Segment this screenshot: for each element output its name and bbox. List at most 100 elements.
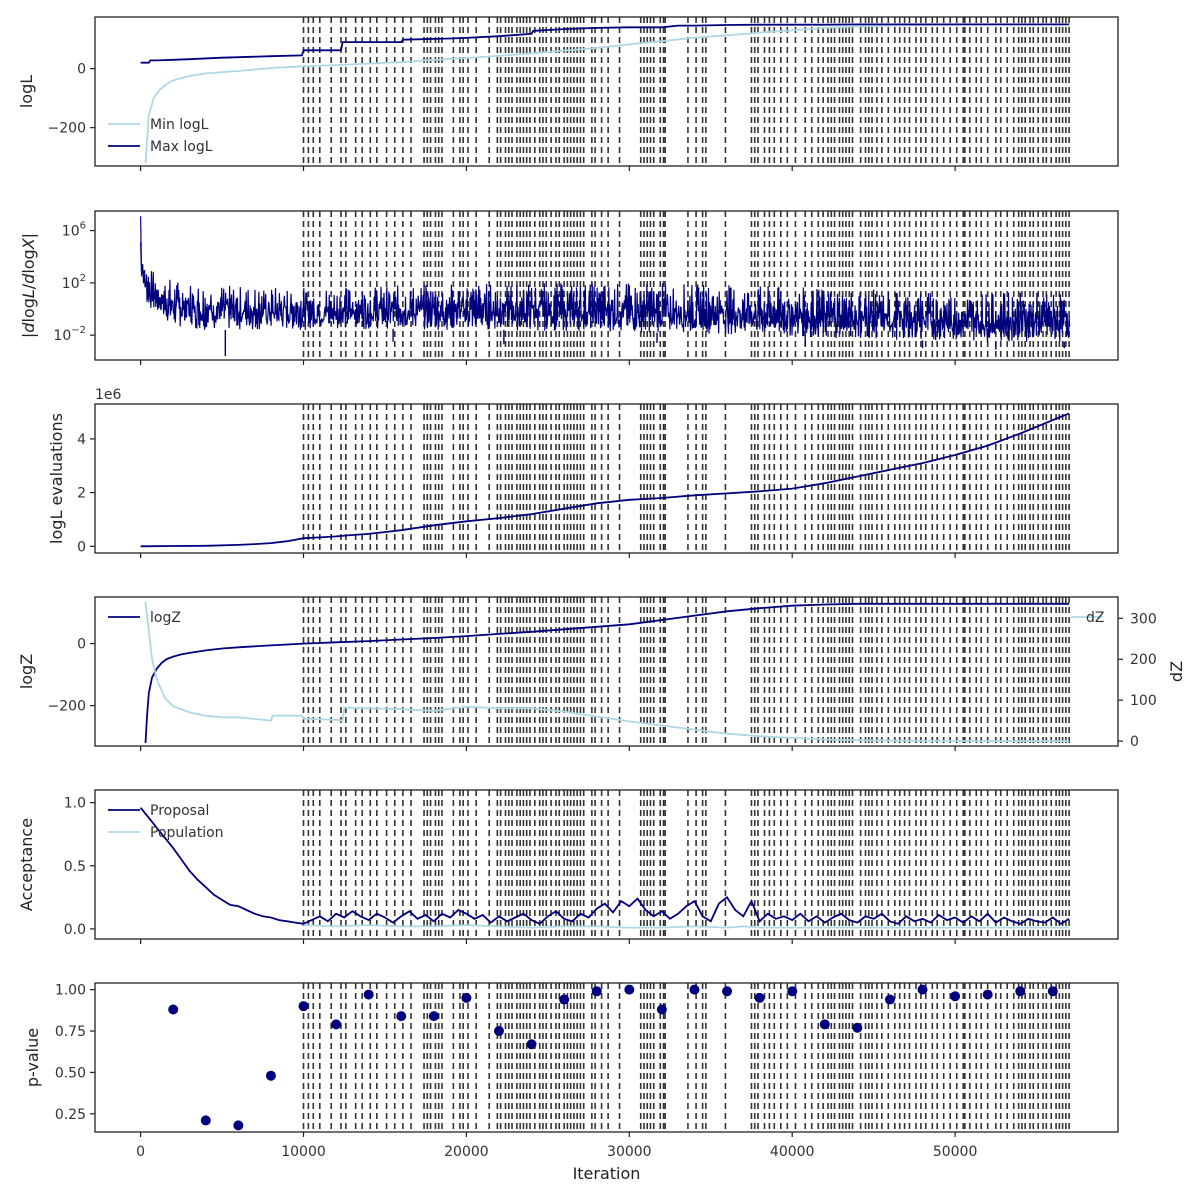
y-tick-label: 0.75 (55, 1024, 86, 1040)
plot-area (168, 983, 1070, 1132)
data-point (754, 992, 765, 1003)
panel-1: −200 0 logL Min logL Max logL (17, 16, 1119, 171)
axes-frame (94, 210, 1119, 361)
legend-label: dZ (1086, 610, 1104, 626)
data-point (917, 984, 928, 995)
data-point (168, 1004, 179, 1015)
series-line (303, 924, 1070, 929)
y-tick-label: 0.25 (55, 1107, 86, 1123)
axes-frame (94, 982, 1119, 1133)
series-line (140, 23, 1070, 64)
y-tick-label: 102 (62, 273, 86, 292)
y-tick-label: 0.0 (64, 922, 86, 938)
y-tick-label: 4 (77, 432, 86, 448)
data-point (884, 994, 895, 1005)
panel-5: 0.0 0.5 1.0 Acceptance Proposal Population (17, 789, 1119, 944)
y-tick-exponent: 2 (80, 273, 86, 284)
x-tick-label: 30000 (607, 1144, 652, 1160)
axes-frame (94, 16, 1119, 167)
data-point (265, 1070, 276, 1081)
x-tick-label: 10000 (281, 1144, 326, 1160)
y-tick-base: 10 (62, 276, 80, 292)
plot-area (140, 211, 1071, 360)
offset-text: 1e6 (95, 387, 122, 403)
y-tick-label: 1.0 (64, 796, 86, 812)
x-axis-label: Iteration (573, 1164, 641, 1183)
plot-area (144, 597, 1070, 746)
y-axis-label: p-value (23, 1028, 42, 1087)
y-tick-base: 10 (62, 224, 80, 240)
data-point (982, 989, 993, 1000)
y-tick-base: 10 (53, 328, 71, 344)
y-tick-label: −200 (48, 699, 86, 715)
series-line (140, 216, 1071, 342)
legend-label: Min logL (150, 117, 209, 133)
data-point (233, 1120, 244, 1131)
y-tick-label: 1.00 (55, 983, 86, 999)
series-line (140, 412, 1070, 548)
panel-4: −200 0 0 100 200 300 dZ logZ logZ dZ (17, 596, 1186, 751)
plot-area (139, 790, 1070, 939)
y-axis-label: logZ (17, 654, 36, 689)
y-tick-label: 0 (77, 62, 86, 78)
axes-frame (94, 403, 1119, 554)
series-line (144, 601, 1070, 742)
y-axis-label: |dlogL/dlogX| (19, 233, 38, 338)
data-point (363, 989, 374, 1000)
y-tick-label: 0.50 (55, 1065, 86, 1081)
plot-area (140, 404, 1070, 553)
y-tick-label: 0 (77, 637, 86, 653)
data-point (1015, 986, 1026, 997)
data-point (722, 986, 733, 997)
data-point (298, 1001, 309, 1012)
data-point (200, 1115, 211, 1126)
y-tick-label: 106 (62, 221, 86, 240)
y-tick-exponent: 6 (80, 221, 86, 232)
axes-frame (94, 596, 1119, 747)
legend-label: logZ (150, 610, 181, 626)
y-tick-label: 0 (77, 539, 86, 555)
y-tick-label: 2 (77, 486, 86, 502)
plot-area (140, 17, 1070, 166)
data-point (331, 1019, 342, 1030)
x-tick-label: 20000 (444, 1144, 489, 1160)
y-axis-label: logL (17, 75, 36, 108)
y2-axis-label: dZ (1167, 661, 1186, 682)
y-tick-exponent: −2 (71, 325, 86, 336)
y2-tick-label: 200 (1130, 652, 1157, 668)
data-point (689, 984, 700, 995)
axes-frame (94, 789, 1119, 940)
data-point (396, 1011, 407, 1022)
y2-tick-label: 0 (1130, 734, 1139, 750)
data-point (493, 1026, 504, 1037)
legend-label: Max logL (150, 139, 213, 155)
y-axis-label: logL evaluations (47, 413, 66, 544)
series-line (144, 602, 1070, 743)
data-point (950, 991, 961, 1002)
data-point (1047, 986, 1058, 997)
x-tick-label: 50000 (933, 1144, 978, 1160)
panel-6: 0.25 0.50 0.75 1.00 0 10000 20000 30000 40000 500… (23, 982, 1119, 1183)
panel-3: 0 2 4 1e6 logL evaluations (47, 387, 1119, 558)
data-point (819, 1019, 830, 1030)
data-point (526, 1039, 537, 1050)
y2-tick-label: 300 (1130, 611, 1157, 627)
y2-tick-label: 100 (1130, 693, 1157, 709)
data-point (591, 986, 602, 997)
legend-label: Population (150, 825, 224, 841)
data-point (787, 986, 798, 997)
data-point (656, 1004, 667, 1015)
data-point (559, 994, 570, 1005)
y-axis-label: Acceptance (17, 818, 36, 911)
y-tick-label: −200 (48, 121, 86, 137)
y-tick-label: 0.5 (64, 859, 86, 875)
data-point (624, 984, 635, 995)
data-point (428, 1011, 439, 1022)
series-line (139, 807, 1070, 925)
legend-label: Proposal (150, 803, 209, 819)
x-tick-label: 0 (136, 1144, 145, 1160)
y-tick-label: 10−2 (53, 325, 86, 344)
x-tick-label: 40000 (770, 1144, 815, 1160)
